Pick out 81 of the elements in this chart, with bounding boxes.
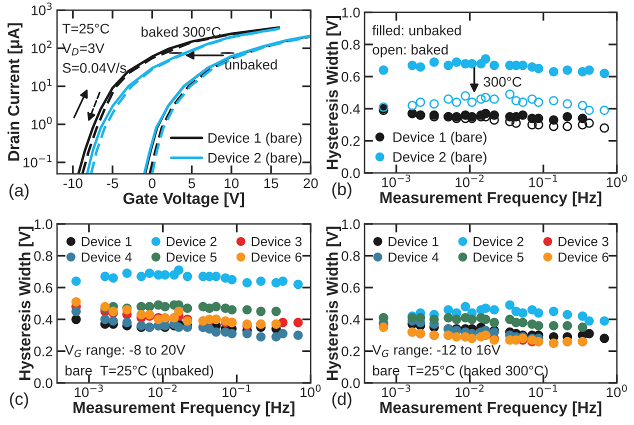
x-tick-label: 10$^{0}$ xyxy=(606,174,627,188)
annotation: 300°C xyxy=(484,76,522,87)
x-tick-label: 10$^{−2}$ xyxy=(456,174,484,188)
x-axis-title: Gate Voltage [V] xyxy=(123,192,244,208)
legend-label: Device 5 xyxy=(474,252,524,262)
legend-label: Device 4 xyxy=(388,252,439,262)
x-tick-label: 10$^{0}$ xyxy=(606,384,627,398)
y-tick-label: 0.4 xyxy=(342,314,360,325)
legend-label: Device 4 xyxy=(82,252,132,262)
text: (a) xyxy=(9,184,29,200)
annotation: V$_{G}$ range: -12 to 16V xyxy=(372,344,501,358)
y-tick-label: 0.6 xyxy=(342,282,360,293)
x-tick-label: 10$^{−3}$ xyxy=(382,174,410,188)
annotation: bare T=25°C (baked 300°C) xyxy=(373,365,548,378)
legend-label: Device 3 xyxy=(252,236,302,246)
x-tick-label: 10$^{−2}$ xyxy=(456,384,484,398)
y-tick-label: 0.0 xyxy=(342,378,360,388)
text: (c) xyxy=(10,392,28,408)
y-axis-title: Drain Current [μA] xyxy=(8,23,22,161)
y-tick-label: 10$^{0}$ xyxy=(32,116,52,130)
x-tick-label: -10 xyxy=(63,178,82,188)
legend-label: Device 6 xyxy=(252,252,302,262)
legend-label: Device 1 (bare) xyxy=(208,132,302,146)
x-tick-label: 10 xyxy=(224,178,239,188)
legend-label: Device 1 xyxy=(82,236,132,246)
y-tick-label: 10$^{1}$ xyxy=(32,78,52,92)
y-tick-label: 0.8 xyxy=(342,40,360,50)
y-tick-label: 0.2 xyxy=(342,136,360,146)
y-tick-label: 0.4 xyxy=(34,314,52,325)
x-tick-label: 10$^{−1}$ xyxy=(529,174,558,188)
legend-label: Device 1 (bare) xyxy=(393,132,486,145)
annotation: bare T=25°C (unbaked) xyxy=(66,365,214,378)
y-tick-label: 1.0 xyxy=(342,8,360,18)
y-tick-label: 10$^{−1}$ xyxy=(24,154,52,168)
x-tick-label: 15 xyxy=(264,178,278,188)
x-tick-label: 5 xyxy=(188,178,196,188)
annotation: unbaked xyxy=(225,59,277,70)
x-axis-title: Measurement Frequency [Hz] xyxy=(380,191,602,206)
x-axis-title: Measurement Frequency [Hz] xyxy=(380,401,602,416)
y-tick-label: 10$^{3}$ xyxy=(32,2,52,16)
y-tick-label: 0.4 xyxy=(342,104,360,114)
y-tick-label: 1.0 xyxy=(342,219,360,230)
x-tick-label: 10$^{−1}$ xyxy=(222,384,251,398)
legend-label: Device 2 (bare) xyxy=(393,152,486,165)
y-tick-label: 0.0 xyxy=(34,378,52,388)
y-tick-label: 0.8 xyxy=(342,251,360,261)
legend-label: Device 5 xyxy=(166,252,217,262)
y-tick-label: 0.6 xyxy=(342,72,360,82)
y-axis-title: Hysteresis Width [V] xyxy=(18,226,34,380)
x-tick-label: -5 xyxy=(106,178,118,188)
y-tick-label: 0.2 xyxy=(34,346,52,356)
annotation: filled: unbaked xyxy=(372,25,461,36)
x-axis-title: Measurement Frequency [Hz] xyxy=(74,401,294,416)
x-tick-label: 10$^{0}$ xyxy=(300,384,321,398)
legend-label: Device 2 (bare) xyxy=(208,152,302,166)
legend-label: Device 1 xyxy=(388,236,438,246)
y-tick-label: 0.0 xyxy=(342,168,360,178)
annotation: open: baked xyxy=(372,44,448,58)
legend-label: Device 2 xyxy=(474,236,524,246)
x-tick-label: 20 xyxy=(304,178,318,188)
y-axis-title: Hysteresis Width [V] xyxy=(326,16,342,170)
y-axis-title: Hysteresis Width [V] xyxy=(326,226,342,380)
y-tick-label: 0.6 xyxy=(34,282,52,293)
text: (b) xyxy=(332,182,352,199)
x-tick-label: 10$^{−2}$ xyxy=(148,384,177,398)
y-tick-label: 0.8 xyxy=(34,251,52,261)
x-tick-label: 10$^{−3}$ xyxy=(74,384,103,398)
annotation: S=0.04V/s xyxy=(62,62,126,73)
x-tick-label: 10$^{−1}$ xyxy=(529,384,558,398)
annotation: V$_{G}$ range: -8 to 20V xyxy=(64,344,186,358)
text: (d) xyxy=(332,392,352,408)
y-tick-label: 1.0 xyxy=(34,219,52,230)
x-tick-label: 0 xyxy=(148,178,156,188)
x-tick-label: 10$^{−3}$ xyxy=(382,384,410,398)
annotation: T=25°C xyxy=(62,24,110,34)
annotation: baked 300°C xyxy=(142,26,221,37)
y-tick-label: 0.2 xyxy=(342,346,360,356)
legend-label: Device 2 xyxy=(166,236,216,246)
y-tick-label: 10$^{2}$ xyxy=(32,40,52,54)
legend-label: Device 6 xyxy=(558,252,608,262)
legend-label: Device 3 xyxy=(558,236,608,246)
